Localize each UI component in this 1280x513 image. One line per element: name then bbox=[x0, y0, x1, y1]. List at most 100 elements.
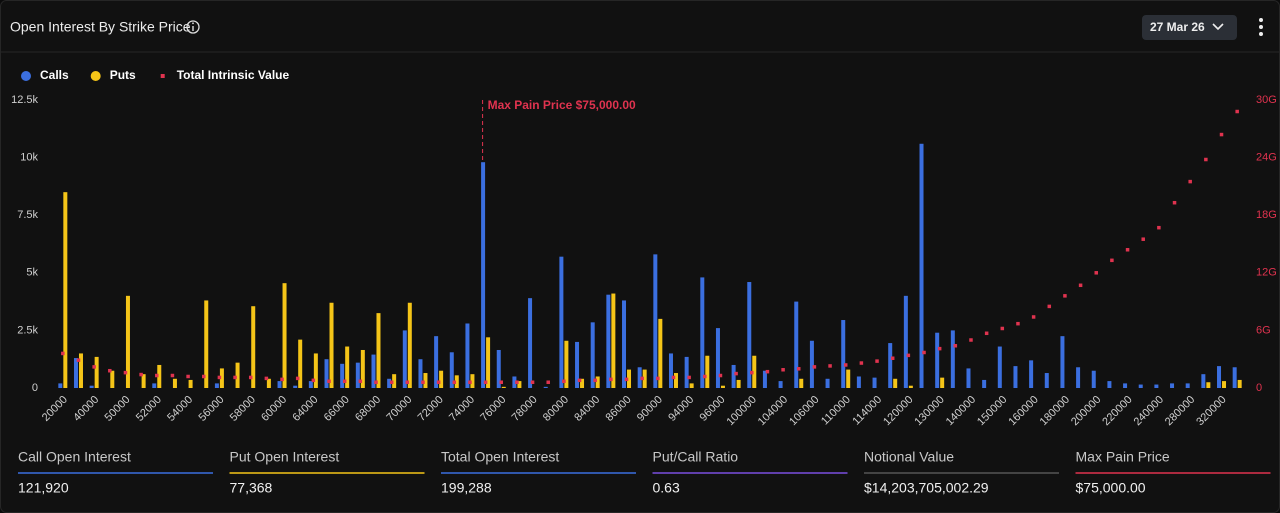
bar bbox=[496, 349, 501, 388]
value-dot bbox=[750, 370, 754, 375]
bar bbox=[559, 256, 564, 388]
bar bbox=[157, 364, 162, 388]
bar bbox=[950, 330, 955, 388]
stat-value: $75,000.00 bbox=[1076, 480, 1146, 496]
bar bbox=[935, 332, 940, 388]
bar bbox=[1060, 336, 1065, 388]
y2-tick-label: 6G bbox=[1256, 324, 1271, 336]
bar bbox=[543, 386, 548, 388]
bar bbox=[204, 300, 209, 388]
more-menu[interactable] bbox=[1259, 18, 1263, 36]
legend-item[interactable]: Total Intrinsic Value bbox=[160, 68, 290, 82]
bar bbox=[595, 376, 600, 388]
value-dot bbox=[452, 380, 457, 384]
bar bbox=[872, 377, 877, 388]
bar bbox=[1123, 383, 1128, 388]
value-dot bbox=[311, 378, 316, 383]
value-dot bbox=[1094, 271, 1098, 275]
bar bbox=[360, 349, 365, 388]
stat-label: Call Open Interest bbox=[18, 449, 131, 465]
bar bbox=[1013, 366, 1018, 388]
bar bbox=[125, 295, 130, 388]
value-dot bbox=[1000, 326, 1005, 331]
bar bbox=[340, 363, 345, 388]
bar bbox=[575, 341, 580, 388]
value-dot bbox=[1157, 225, 1161, 230]
bar bbox=[89, 385, 94, 388]
value-dot bbox=[890, 356, 895, 360]
bar bbox=[172, 378, 177, 388]
bar bbox=[266, 378, 271, 388]
value-dot bbox=[562, 379, 566, 384]
bar bbox=[809, 340, 814, 388]
bar bbox=[324, 359, 329, 388]
value-dot bbox=[468, 380, 472, 384]
value-dot bbox=[170, 373, 175, 378]
bar bbox=[313, 353, 318, 388]
value-dot bbox=[280, 377, 284, 382]
value-dot bbox=[155, 373, 159, 378]
value-dot bbox=[1219, 132, 1224, 137]
value-dot bbox=[687, 375, 691, 380]
value-dot bbox=[797, 367, 801, 371]
bar bbox=[1107, 381, 1112, 388]
value-dot bbox=[969, 338, 973, 342]
bar bbox=[778, 381, 783, 388]
bar bbox=[517, 381, 522, 388]
bar bbox=[110, 370, 115, 388]
info-icon[interactable] bbox=[186, 20, 200, 34]
bar bbox=[1201, 374, 1206, 388]
bar bbox=[407, 302, 412, 388]
value-dot bbox=[515, 380, 519, 384]
value-dot bbox=[1078, 283, 1083, 288]
bar bbox=[1237, 379, 1242, 388]
dropdown-chevron bbox=[1212, 23, 1224, 31]
value-dot bbox=[1235, 109, 1239, 114]
bar bbox=[888, 343, 893, 388]
value-dot bbox=[984, 331, 989, 336]
bar bbox=[94, 356, 99, 388]
legend-item[interactable]: Puts bbox=[90, 68, 136, 82]
value-dot bbox=[499, 380, 503, 384]
info-circle bbox=[186, 20, 200, 34]
y-tick-label: 0 bbox=[32, 382, 38, 394]
bar bbox=[465, 323, 470, 388]
value-dot bbox=[828, 364, 832, 368]
expiry-dropdown[interactable]: 27 Mar 26 bbox=[1142, 15, 1237, 40]
value-dot bbox=[76, 358, 81, 362]
bar bbox=[642, 369, 647, 388]
bar bbox=[752, 355, 757, 388]
value-dot bbox=[405, 380, 410, 384]
bar bbox=[423, 373, 428, 388]
max-pain-label: Max Pain Price $75,000.00 bbox=[488, 98, 636, 112]
bar bbox=[282, 283, 287, 388]
legend-item[interactable]: Calls bbox=[21, 68, 69, 82]
stat-label: Total Open Interest bbox=[441, 449, 559, 465]
y2-tick-label: 18G bbox=[1256, 209, 1277, 221]
value-dot bbox=[875, 359, 879, 363]
bar bbox=[731, 364, 736, 388]
bar bbox=[825, 378, 830, 388]
value-dot bbox=[1031, 315, 1036, 319]
bar bbox=[658, 318, 663, 388]
stat-value: 199,288 bbox=[441, 480, 492, 496]
value-dot bbox=[389, 380, 394, 384]
y2-tick-label: 24G bbox=[1256, 152, 1277, 164]
bar bbox=[720, 385, 725, 388]
y2-tick-label: 12G bbox=[1256, 267, 1277, 279]
dropdown-box bbox=[1142, 15, 1237, 40]
bar bbox=[152, 383, 157, 388]
bar bbox=[308, 381, 313, 388]
value-dot bbox=[483, 380, 488, 384]
y-tick-label: 10k bbox=[20, 152, 38, 164]
legend-label: Puts bbox=[110, 68, 136, 82]
bar bbox=[715, 328, 720, 388]
value-dot bbox=[718, 373, 723, 378]
bar bbox=[856, 376, 861, 388]
value-dot bbox=[202, 374, 206, 379]
bar bbox=[653, 254, 658, 388]
value-dot bbox=[295, 376, 300, 381]
bar bbox=[590, 322, 595, 388]
bar bbox=[606, 294, 611, 388]
